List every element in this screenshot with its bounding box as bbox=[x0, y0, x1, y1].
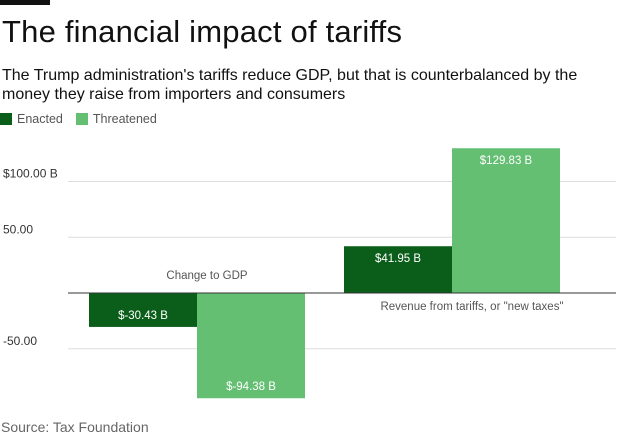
source-note: Source: Tax Foundation bbox=[1, 419, 149, 435]
legend-label-enacted: Enacted bbox=[17, 112, 63, 126]
y-tick-label: 50.00 bbox=[3, 222, 33, 236]
bar-enacted bbox=[344, 246, 452, 293]
top-accent-bar bbox=[0, 0, 50, 5]
y-tick-label: $100.00 B bbox=[3, 167, 58, 181]
bar-value-label: $41.95 B bbox=[375, 253, 421, 265]
chart-title: The financial impact of tariffs bbox=[2, 14, 403, 49]
y-tick-label: -50.00 bbox=[3, 334, 37, 348]
legend: Enacted Threatened bbox=[0, 112, 170, 126]
bar-enacted bbox=[89, 293, 197, 327]
legend-swatch-threatened bbox=[75, 113, 88, 125]
bar-threatened bbox=[197, 293, 305, 399]
bar-value-label: $129.83 B bbox=[480, 155, 533, 167]
legend-swatch-enacted bbox=[0, 113, 12, 125]
chart-subtitle: The Trump administration's tariffs reduc… bbox=[2, 67, 578, 103]
category-label: Revenue from tariffs, or "new taxes" bbox=[380, 301, 563, 313]
legend-label-threatened: Threatened bbox=[92, 112, 157, 126]
legend-item-enacted: Enacted bbox=[0, 112, 63, 126]
legend-item-threatened: Threatened bbox=[75, 112, 157, 126]
bar-threatened bbox=[452, 148, 560, 293]
bar-value-label: $-30.43 B bbox=[118, 310, 168, 322]
category-label: Change to GDP bbox=[166, 270, 248, 282]
bar-value-label: $-94.38 B bbox=[226, 381, 276, 393]
